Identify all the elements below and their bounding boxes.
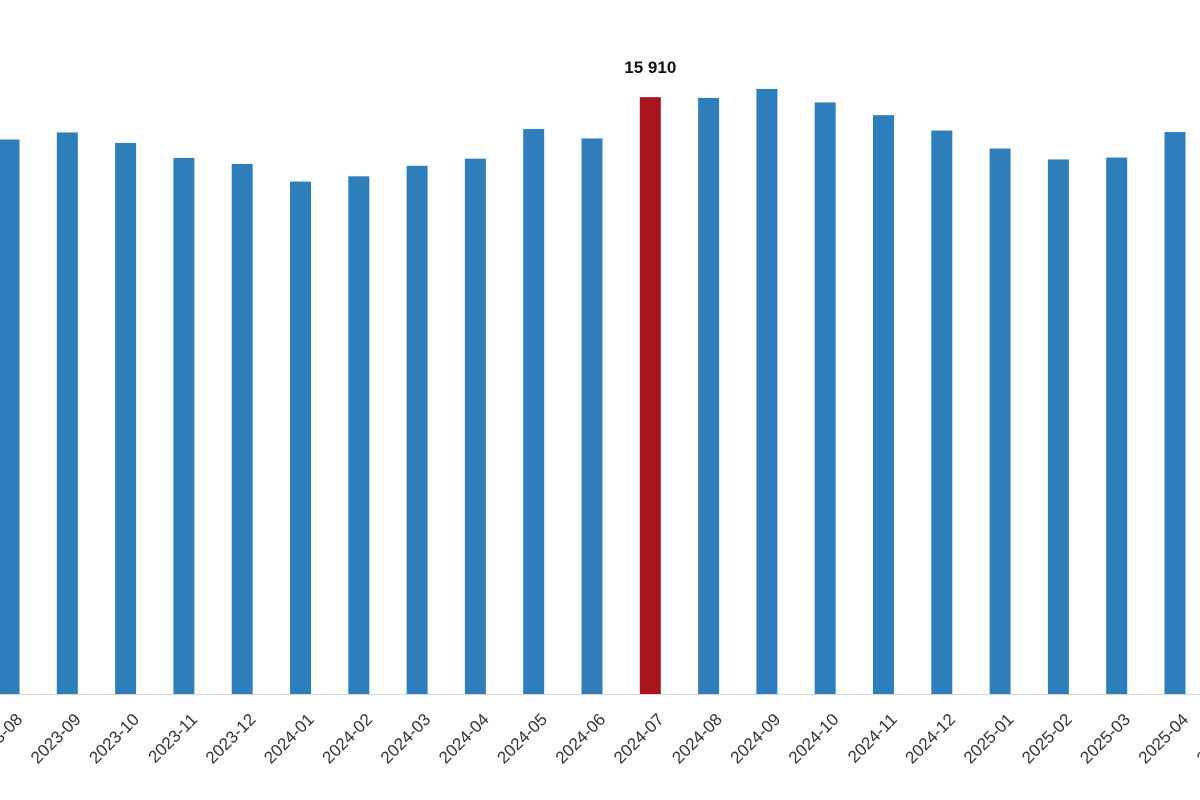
x-tick-label: 2024-10 bbox=[785, 710, 843, 768]
bars-group bbox=[0, 88, 1186, 695]
x-tick-label: 2023-09 bbox=[27, 710, 85, 768]
bar-2024-01 bbox=[290, 181, 311, 694]
bar-2023-10 bbox=[115, 142, 137, 694]
x-tick-label: 2024-12 bbox=[902, 710, 960, 768]
bar-2023-08 bbox=[0, 139, 20, 694]
x-tick-labels-group: 2023-08 2023-09 2023-10 2023-11 2023-12 2024-… bbox=[0, 710, 1200, 768]
bar-2024-09 bbox=[756, 88, 778, 694]
x-tick-label: 2025-01 bbox=[960, 710, 1018, 768]
bar-2024-05 bbox=[523, 129, 545, 694]
x-tick-label: 2025-05 bbox=[1193, 710, 1200, 768]
x-tick-label: 2023-10 bbox=[85, 710, 143, 768]
data-label: 15 910 bbox=[624, 58, 676, 77]
bar-2025-03 bbox=[1106, 157, 1128, 694]
bar-2023-11 bbox=[173, 157, 195, 694]
data-labels-group: 15 910 bbox=[624, 58, 676, 77]
bar-2024-10 bbox=[814, 102, 836, 695]
bar-2024-04 bbox=[464, 158, 486, 695]
x-tick-label: 2024-09 bbox=[727, 710, 785, 768]
x-tick-label: 2024-03 bbox=[377, 710, 435, 768]
bar-2024-12 bbox=[931, 130, 953, 695]
x-tick-label: 2024-02 bbox=[319, 710, 377, 768]
bar-2023-09 bbox=[56, 132, 78, 694]
x-tick-label: 2025-02 bbox=[1018, 710, 1076, 768]
x-tick-label: 2025-04 bbox=[1135, 710, 1193, 768]
x-tick-label: 2024-01 bbox=[260, 710, 318, 768]
x-tick-label: 2024-06 bbox=[552, 710, 610, 768]
bar-2025-04 bbox=[1164, 132, 1186, 695]
bar-2024-03 bbox=[406, 165, 428, 695]
x-tick-label: 2024-05 bbox=[493, 710, 551, 768]
bar-2025-01 bbox=[989, 148, 1011, 694]
x-tick-label: 2024-04 bbox=[435, 710, 493, 768]
x-tick-label: 2025-03 bbox=[1076, 710, 1134, 768]
x-tick-label: 2024-11 bbox=[844, 710, 901, 767]
x-tick-label: 2023-08 bbox=[0, 710, 26, 768]
x-tick-label: 2023-11 bbox=[145, 710, 202, 767]
x-tick-label: 2024-07 bbox=[610, 710, 668, 768]
bar-2024-06 bbox=[581, 138, 603, 694]
bar-2024-08 bbox=[698, 97, 720, 694]
bar-2024-02 bbox=[348, 176, 370, 695]
x-tick-label: 2024-08 bbox=[668, 710, 726, 768]
bar-2025-02 bbox=[1047, 159, 1069, 694]
bar-2023-12 bbox=[231, 163, 253, 694]
bar-2024-07 bbox=[639, 97, 661, 694]
x-tick-label: 2023-12 bbox=[202, 710, 260, 768]
bar-2024-11 bbox=[873, 115, 894, 694]
